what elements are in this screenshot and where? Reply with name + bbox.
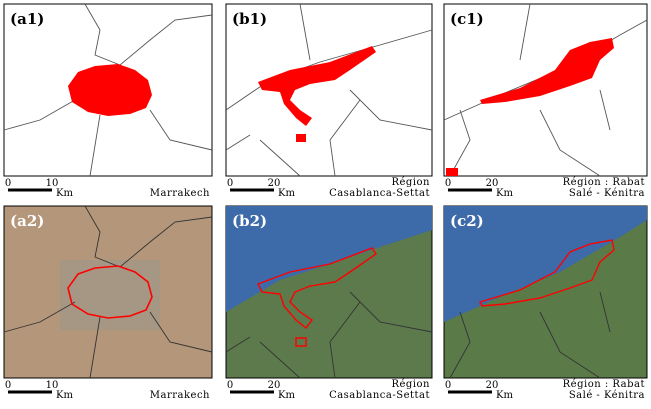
urban-outline: [479, 239, 615, 307]
scale-end: 10: [46, 178, 59, 189]
place-name: Salé - Kénitra: [569, 390, 645, 401]
place-name: Région: [391, 379, 430, 390]
scale-end: 20: [268, 178, 281, 189]
scale-start: 0: [5, 380, 11, 391]
scale-unit: Km: [56, 390, 73, 401]
place-name: Région: [391, 177, 430, 188]
scale-start: 0: [5, 178, 11, 189]
panel-a2: [3, 205, 213, 379]
scale-start: 0: [227, 380, 233, 391]
urban-area: [68, 64, 152, 116]
place-name: Salé - Kénitra: [569, 188, 645, 199]
urban-outline: [67, 265, 153, 319]
place-name: Casablanca-Settat: [329, 188, 430, 199]
scale-unit: Km: [278, 390, 295, 401]
panel-a1: [3, 3, 213, 177]
place-name: Région : Rabat: [563, 379, 645, 390]
panel-label: (c2): [450, 212, 484, 230]
scale-unit: Km: [496, 188, 513, 199]
sea: [444, 206, 647, 322]
panel-label: (a1): [10, 10, 44, 28]
panel-label: (b2): [232, 212, 267, 230]
panel-label: (c1): [450, 10, 484, 28]
panel-c1: [443, 3, 648, 177]
place-name: Casablanca-Settat: [329, 390, 430, 401]
place-name: Région : Rabat: [563, 177, 645, 188]
boundary: [449, 291, 611, 379]
urban-outline: [257, 247, 377, 347]
panel-b2: [225, 205, 433, 379]
urban-area: [258, 46, 376, 142]
place-name: Marrakech: [150, 390, 210, 401]
city-texture: [60, 260, 160, 330]
sea: [226, 206, 432, 312]
boundary: [225, 291, 433, 379]
urban-area: [446, 38, 614, 176]
scale-unit: Km: [496, 390, 513, 401]
scale-start: 0: [227, 178, 233, 189]
scale-end: 20: [486, 178, 499, 189]
scale-unit: Km: [278, 188, 295, 199]
frame: [225, 3, 433, 177]
panel-c2: [443, 205, 648, 379]
scale-start: 0: [445, 178, 451, 189]
panel-b1: [225, 3, 433, 177]
scale-end: 20: [486, 380, 499, 391]
panel-label: (b1): [232, 10, 267, 28]
boundary: [225, 3, 433, 177]
panel-label: (a2): [10, 212, 44, 230]
scale-unit: Km: [56, 188, 73, 199]
place-name: Marrakech: [150, 188, 210, 199]
scale-end: 10: [46, 380, 59, 391]
scale-end: 20: [268, 380, 281, 391]
scale-start: 0: [445, 380, 451, 391]
